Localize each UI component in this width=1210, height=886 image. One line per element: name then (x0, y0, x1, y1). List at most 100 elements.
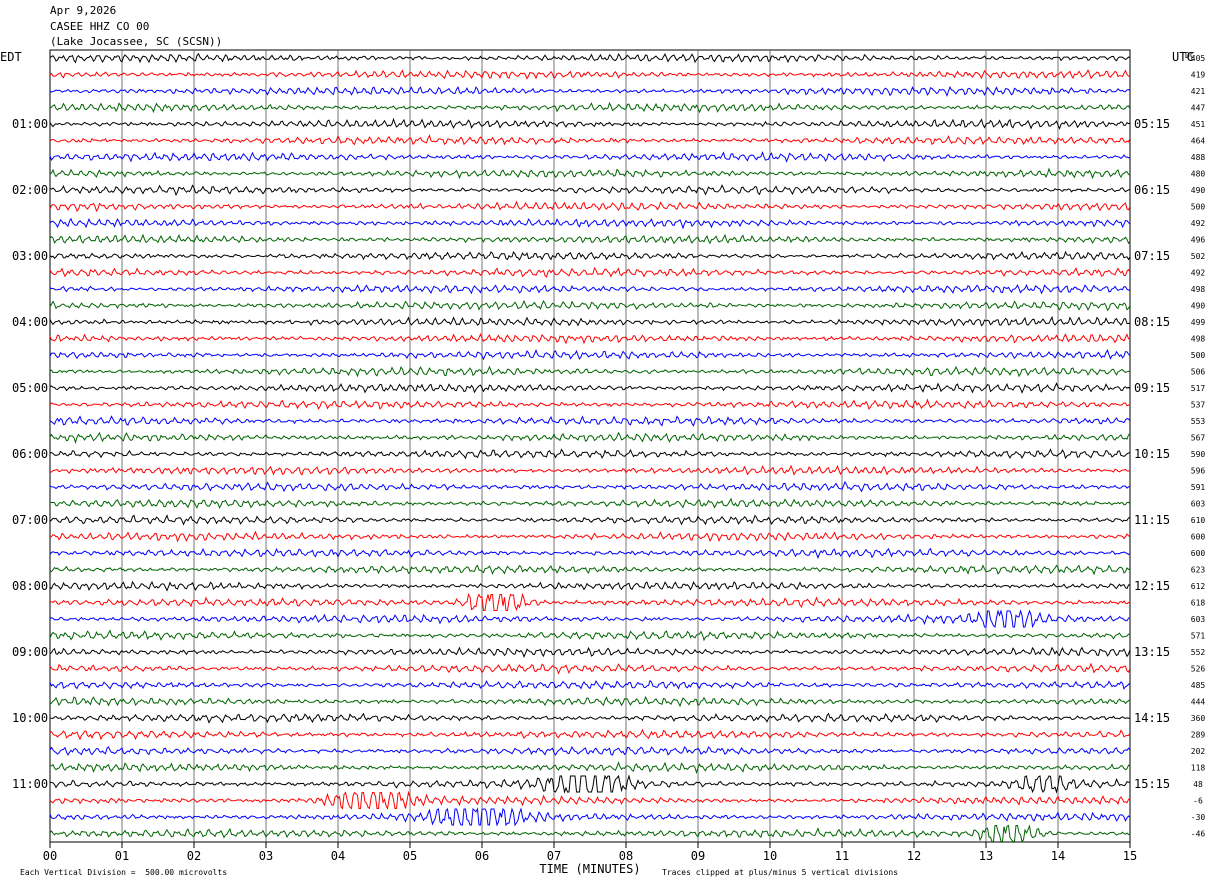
trace-28 (49, 514, 1131, 526)
trace-31 (49, 564, 1131, 576)
dc-offset-11: 496 (1191, 236, 1206, 245)
dc-offset-30: 600 (1191, 549, 1206, 558)
trace-34 (49, 609, 1131, 629)
dc-offset-22: 553 (1191, 417, 1206, 426)
plot-frame (49, 49, 1131, 843)
dc-offset-45: -6 (1193, 797, 1203, 806)
dc-offset-33: 618 (1191, 599, 1206, 608)
dc-offset-24: 590 (1191, 450, 1206, 459)
trace-5 (49, 134, 1131, 146)
dc-offset-16: 499 (1191, 318, 1206, 327)
dc-offset-28: 610 (1191, 516, 1206, 525)
trace-8 (49, 184, 1131, 197)
dc-offset-7: 480 (1191, 170, 1206, 179)
dc-offset-17: 498 (1191, 335, 1206, 344)
x-tick-label-03: 03 (259, 849, 273, 863)
dc-offset-19: 506 (1191, 368, 1206, 377)
trace-41 (49, 728, 1131, 741)
dc-offset-1: 419 (1191, 71, 1206, 80)
left-hour-label-2: 03:00 (12, 249, 48, 263)
right-hour-label-2: 07:15 (1134, 249, 1170, 263)
right-hour-label-10: 15:15 (1134, 777, 1170, 791)
left-hour-label-4: 05:00 (12, 381, 48, 395)
dc-offset-6: 488 (1191, 153, 1206, 162)
trace-13 (49, 266, 1131, 278)
station-name: CASEE HHZ CO 00 (50, 20, 150, 33)
dc-offset-29: 600 (1191, 533, 1206, 542)
dc-offset-21: 537 (1191, 401, 1206, 410)
dc-offset-13: 492 (1191, 269, 1206, 278)
trace-4 (49, 117, 1131, 130)
trace-47 (49, 824, 1131, 843)
trace-9 (49, 200, 1131, 213)
trace-42 (49, 745, 1131, 757)
trace-17 (49, 332, 1131, 345)
dc-offset-4: 451 (1191, 120, 1206, 129)
trace-44 (50, 774, 1131, 794)
trace-7 (49, 167, 1131, 180)
dc-offset-40: 360 (1191, 714, 1206, 723)
trace-15 (49, 299, 1131, 312)
dc-offset-43: 118 (1191, 764, 1206, 773)
x-tick-label-14: 14 (1051, 849, 1065, 863)
trace-30 (49, 547, 1131, 560)
right-hour-label-7: 12:15 (1134, 579, 1170, 593)
dc-offset-23: 567 (1191, 434, 1206, 443)
x-tick-label-02: 02 (187, 849, 201, 863)
dc-offset-32: 612 (1191, 582, 1206, 591)
clipping-note: Traces clipped at plus/minus 5 vertical … (662, 868, 899, 877)
dc-offset-9: 500 (1191, 203, 1206, 212)
x-tick-label-00: 00 (43, 849, 57, 863)
dc-offset-47: -46 (1191, 830, 1206, 839)
trace-33 (50, 592, 1131, 612)
trace-0 (49, 52, 1131, 64)
left-hour-label-6: 07:00 (12, 513, 48, 527)
trace-20 (49, 382, 1131, 394)
dc-offset-37: 526 (1191, 665, 1206, 674)
x-tick-label-12: 12 (907, 849, 921, 863)
trace-11 (49, 233, 1131, 245)
x-tick-label-11: 11 (835, 849, 849, 863)
dc-offset-25: 596 (1191, 467, 1206, 476)
dc-offset-15: 490 (1191, 302, 1206, 311)
x-tick-label-06: 06 (475, 849, 489, 863)
x-tick-label-01: 01 (115, 849, 129, 863)
trace-45 (49, 790, 1131, 811)
trace-38 (49, 679, 1131, 691)
trace-14 (49, 283, 1131, 295)
trace-27 (49, 497, 1131, 510)
dc-offset-2: 421 (1191, 87, 1206, 96)
right-hour-label-5: 10:15 (1134, 447, 1170, 461)
trace-21 (49, 398, 1131, 410)
left-hour-label-9: 10:00 (12, 711, 48, 725)
trace-25 (49, 464, 1131, 476)
right-hour-label-9: 14:15 (1134, 711, 1170, 725)
trace-39 (49, 695, 1131, 708)
vertical-division-note: Each Vertical Division = 500.00 microvol… (20, 868, 228, 877)
trace-22 (49, 415, 1131, 427)
dc-offset-38: 485 (1191, 681, 1206, 690)
dc-offset-26: 591 (1191, 483, 1206, 492)
dc-offset-46: -30 (1191, 813, 1206, 822)
trace-32 (49, 580, 1131, 592)
dc-offset-8: 490 (1191, 186, 1206, 195)
dc-offset-0: 405 (1191, 54, 1206, 63)
dc-offset-5: 464 (1191, 137, 1206, 146)
trace-46 (49, 807, 1131, 827)
dc-offset-39: 444 (1191, 698, 1206, 707)
dc-offset-42: 202 (1191, 747, 1206, 756)
trace-43 (49, 761, 1131, 775)
trace-6 (49, 151, 1131, 163)
left-hour-label-8: 09:00 (12, 645, 48, 659)
x-tick-label-08: 08 (619, 849, 633, 863)
dc-offset-18: 500 (1191, 351, 1206, 360)
trace-16 (49, 315, 1131, 327)
dc-offset-20: 517 (1191, 384, 1206, 393)
station-location: (Lake Jocassee, SC (SCSN)) (50, 35, 223, 48)
left-hour-label-3: 04:00 (12, 315, 48, 329)
plot-date: Apr 9,2026 (50, 4, 117, 17)
dc-offset-31: 623 (1191, 566, 1206, 575)
trace-26 (49, 480, 1131, 493)
x-axis-label: TIME (MINUTES) (539, 862, 640, 876)
